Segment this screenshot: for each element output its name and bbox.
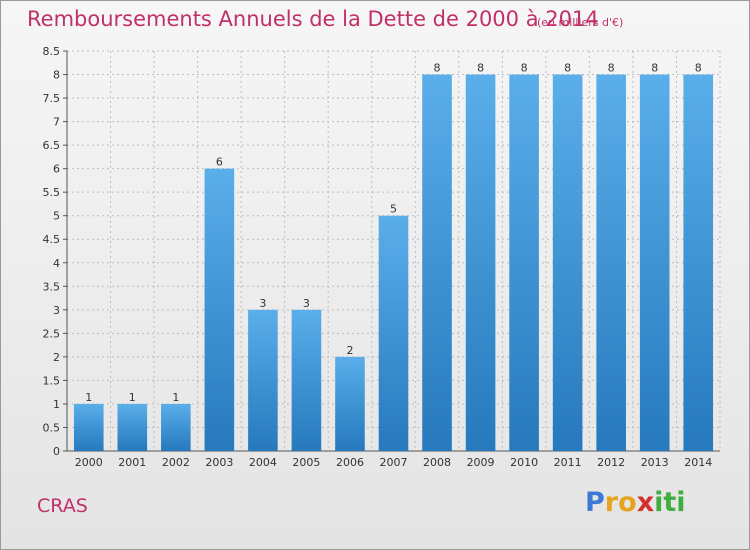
data-label: 8 (477, 62, 484, 75)
y-tick-label: 4 (53, 257, 60, 270)
data-label: 1 (172, 391, 179, 404)
x-tick-label: 2007 (380, 456, 408, 469)
logo-letter: o (618, 487, 637, 518)
y-tick-label: 0.5 (43, 421, 61, 434)
x-tick-label: 2011 (554, 456, 582, 469)
y-tick-label: 4.5 (43, 233, 61, 246)
x-tick-label: 2013 (641, 456, 669, 469)
bar-2014 (683, 74, 714, 451)
y-tick-label: 7.5 (43, 92, 61, 105)
x-tick-label: 2004 (249, 456, 277, 469)
x-tick-label: 2005 (292, 456, 320, 469)
data-label: 3 (259, 297, 266, 310)
y-tick-label: 3.5 (43, 280, 61, 293)
data-label: 5 (390, 203, 397, 216)
y-tick-label: 5 (53, 210, 60, 223)
data-labels: 1 1 1 6 3 3 2 5 8 8 8 8 8 8 8 (85, 62, 701, 404)
logo-letter: t (663, 487, 677, 518)
bar-2010 (509, 74, 539, 451)
bar-2009 (465, 74, 496, 451)
x-tick-label: 2002 (162, 456, 190, 469)
logo-letter: i (676, 487, 686, 518)
bar-2007 (378, 215, 409, 451)
logo-letter: x (636, 487, 655, 518)
data-label: 8 (521, 62, 528, 75)
data-label: 8 (434, 62, 441, 75)
bar-2003 (204, 168, 235, 451)
bar-2001 (117, 403, 148, 451)
data-label: 3 (303, 297, 310, 310)
data-label: 6 (216, 156, 223, 169)
x-tick-label: 2001 (118, 456, 146, 469)
data-label: 8 (608, 62, 615, 75)
bar-2011 (552, 74, 583, 451)
data-label: 8 (564, 62, 571, 75)
x-tick-label: 2009 (467, 456, 495, 469)
bar-2006 (335, 356, 365, 451)
x-tick-label: 2008 (423, 456, 451, 469)
x-tick-label: 2014 (684, 456, 712, 469)
x-tick-label: 2006 (336, 456, 364, 469)
x-tick-label: 2012 (597, 456, 625, 469)
y-tick-label: 3 (53, 304, 60, 317)
x-tick-label: 2010 (510, 456, 538, 469)
y-tick-label: 2.5 (43, 327, 61, 340)
bar-2005 (291, 309, 322, 451)
logo-letter: i (654, 487, 664, 518)
chart-subtitle: (en milliers d'€) (537, 16, 624, 29)
data-label: 1 (129, 391, 136, 404)
y-tick-label: 1.5 (43, 374, 61, 387)
bar-2002 (161, 403, 191, 451)
bars (73, 74, 714, 451)
y-tick-label: 7 (53, 116, 60, 129)
chart-title: Remboursements Annuels de la Dette de 20… (27, 7, 599, 31)
axes: 0 0.5 1 1.5 2 2.5 3 3.5 4 4.5 5 5.5 6 6.5 7 7.5 8 8.5 2000… (43, 45, 720, 469)
y-tick-label: 2 (53, 351, 60, 364)
y-tick-label: 1 (53, 398, 60, 411)
data-label: 8 (651, 62, 658, 75)
y-tick-label: 5.5 (43, 186, 61, 199)
data-label: 2 (346, 344, 353, 357)
bar-2013 (639, 74, 670, 451)
bar-2000 (73, 403, 104, 451)
bar-2008 (422, 74, 452, 451)
y-tick-label: 8 (53, 69, 60, 82)
data-label: 8 (695, 62, 702, 75)
y-tick-label: 0 (53, 445, 60, 458)
x-tick-label: 2003 (205, 456, 233, 469)
bar-2004 (248, 309, 278, 451)
y-tick-label: 6.5 (43, 139, 61, 152)
y-tick-label: 8.5 (43, 45, 61, 58)
data-label: 1 (85, 391, 92, 404)
logo-letter: r (604, 487, 619, 518)
bar-2012 (596, 74, 626, 451)
y-tick-label: 6 (53, 163, 60, 176)
proxiti-logo: Proxiti (585, 487, 686, 518)
x-tick-label: 2000 (75, 456, 103, 469)
commune-name: CRAS (37, 495, 88, 517)
logo-letter: P (585, 487, 605, 518)
